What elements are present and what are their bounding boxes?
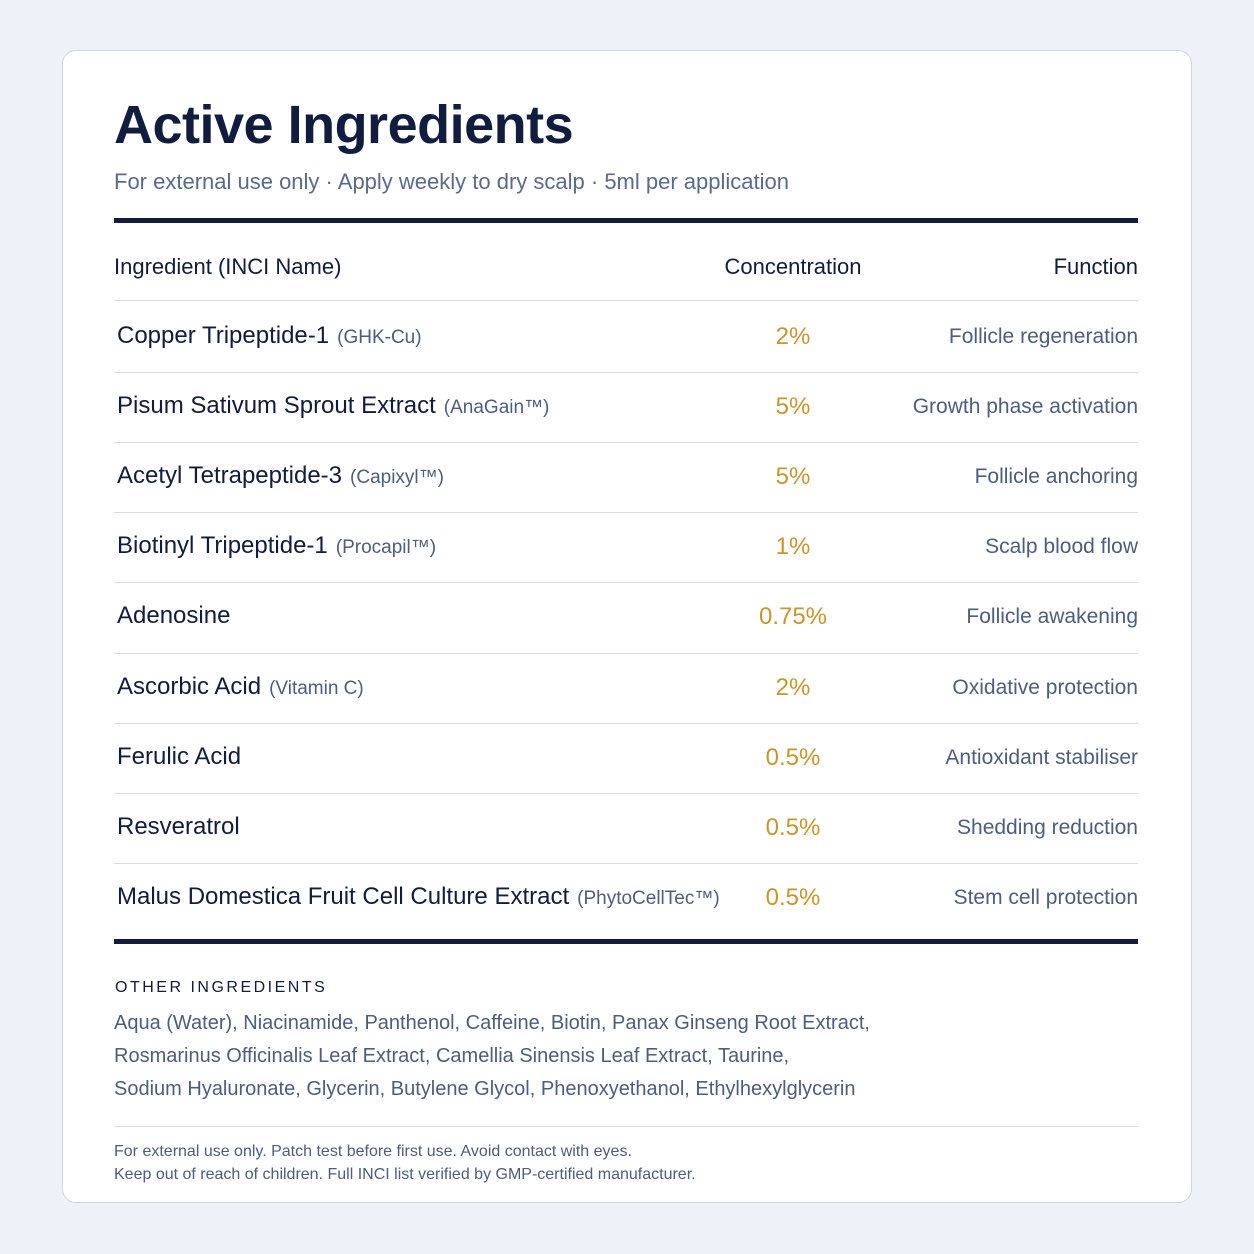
ingredient-cell: Adenosine bbox=[117, 604, 230, 628]
column-header: Function bbox=[1053, 254, 1138, 279]
ingredient-name: Malus Domestica Fruit Cell Culture Extra… bbox=[117, 882, 570, 910]
ingredient-cell: Ferulic Acid bbox=[117, 742, 242, 770]
ingredient-cell: Ascorbic Acid (Vitamin C) bbox=[117, 672, 364, 700]
concentration: 2% bbox=[775, 323, 811, 351]
function: Follicle regeneration bbox=[948, 325, 1138, 349]
column-header: Ingredient (INCI Name) bbox=[114, 254, 342, 279]
trade-name: (Procapil™) bbox=[335, 537, 437, 559]
row-divider bbox=[114, 582, 1138, 584]
concentration: 5% bbox=[775, 463, 811, 491]
row-divider bbox=[114, 722, 1138, 724]
ingredient-cell: Biotinyl Tripeptide-1 (Procapil™) bbox=[117, 534, 436, 558]
ingredient-line: Sodium Hyaluronate, Glycerin, Butylene G… bbox=[114, 1078, 856, 1100]
concentration: 1% bbox=[775, 533, 811, 561]
function: Growth phase activation bbox=[912, 395, 1138, 419]
concentration: 0.5% bbox=[765, 813, 821, 841]
ingredient-name: Adenosine bbox=[117, 602, 231, 630]
footer-line: For external use only. Patch test before… bbox=[114, 1143, 632, 1160]
row-divider bbox=[114, 512, 1138, 514]
ingredient-name: Pisum Sativum Sprout Extract bbox=[117, 392, 436, 420]
section-label: OTHER INGREDIENTS bbox=[115, 979, 328, 996]
ingredient-cell: Copper Tripeptide-1 (GHK-Cu) bbox=[117, 324, 422, 348]
function: Follicle anchoring bbox=[974, 465, 1138, 489]
function: Antioxidant stabiliser bbox=[945, 745, 1138, 769]
divider bbox=[114, 1126, 1138, 1127]
ingredient-line: Rosmarinus Officinalis Leaf Extract, Cam… bbox=[114, 1045, 790, 1067]
function: Follicle awakening bbox=[966, 605, 1138, 629]
row-divider bbox=[114, 792, 1138, 794]
row-divider bbox=[114, 862, 1138, 864]
trade-name: (PhytoCellTec™) bbox=[577, 887, 720, 909]
footer-line: Keep out of reach of children. Full INCI… bbox=[114, 1166, 696, 1183]
trade-name: (Capixyl™) bbox=[350, 467, 444, 489]
trade-name: (AnaGain™) bbox=[443, 397, 550, 419]
function: Stem cell protection bbox=[953, 885, 1138, 909]
ingredient-cell: Acetyl Tetrapeptide-3 (Capixyl™) bbox=[117, 464, 444, 488]
ingredient-cell: Malus Domestica Fruit Cell Culture Extra… bbox=[117, 882, 720, 910]
concentration: 0.5% bbox=[765, 743, 821, 771]
concentration: 2% bbox=[775, 673, 811, 701]
subtitle: For external use only · Apply weekly to … bbox=[114, 169, 789, 194]
concentration: 0.75% bbox=[758, 603, 828, 631]
card bbox=[62, 50, 1192, 1203]
title: Active Ingredients bbox=[114, 95, 574, 155]
ingredient-name: Ascorbic Acid bbox=[117, 672, 262, 700]
trade-name: (GHK-Cu) bbox=[337, 327, 422, 349]
ingredient-name: Biotinyl Tripeptide-1 bbox=[117, 532, 328, 560]
ingredient-name: Ferulic Acid bbox=[117, 742, 242, 770]
trade-name: (Vitamin C) bbox=[269, 677, 364, 699]
concentration: 5% bbox=[775, 393, 811, 421]
rule bbox=[114, 939, 1138, 944]
function: Shedding reduction bbox=[957, 815, 1138, 839]
row-divider bbox=[114, 652, 1138, 654]
ingredient-cell: Pisum Sativum Sprout Extract (AnaGain™) bbox=[117, 394, 549, 418]
function: Scalp blood flow bbox=[985, 535, 1138, 559]
row-divider bbox=[114, 372, 1138, 374]
concentration: 0.5% bbox=[765, 883, 821, 911]
rule bbox=[114, 218, 1138, 223]
function: Oxidative protection bbox=[952, 675, 1138, 699]
ingredient-line: Aqua (Water), Niacinamide, Panthenol, Ca… bbox=[114, 1012, 870, 1034]
divider bbox=[114, 300, 1138, 301]
ingredient-name: Resveratrol bbox=[117, 812, 240, 840]
column-header: Concentration bbox=[724, 254, 862, 279]
row-divider bbox=[114, 442, 1138, 444]
ingredient-name: Copper Tripeptide-1 bbox=[117, 322, 330, 350]
ingredient-name: Acetyl Tetrapeptide-3 bbox=[117, 462, 343, 490]
ingredient-cell: Resveratrol bbox=[117, 812, 240, 840]
